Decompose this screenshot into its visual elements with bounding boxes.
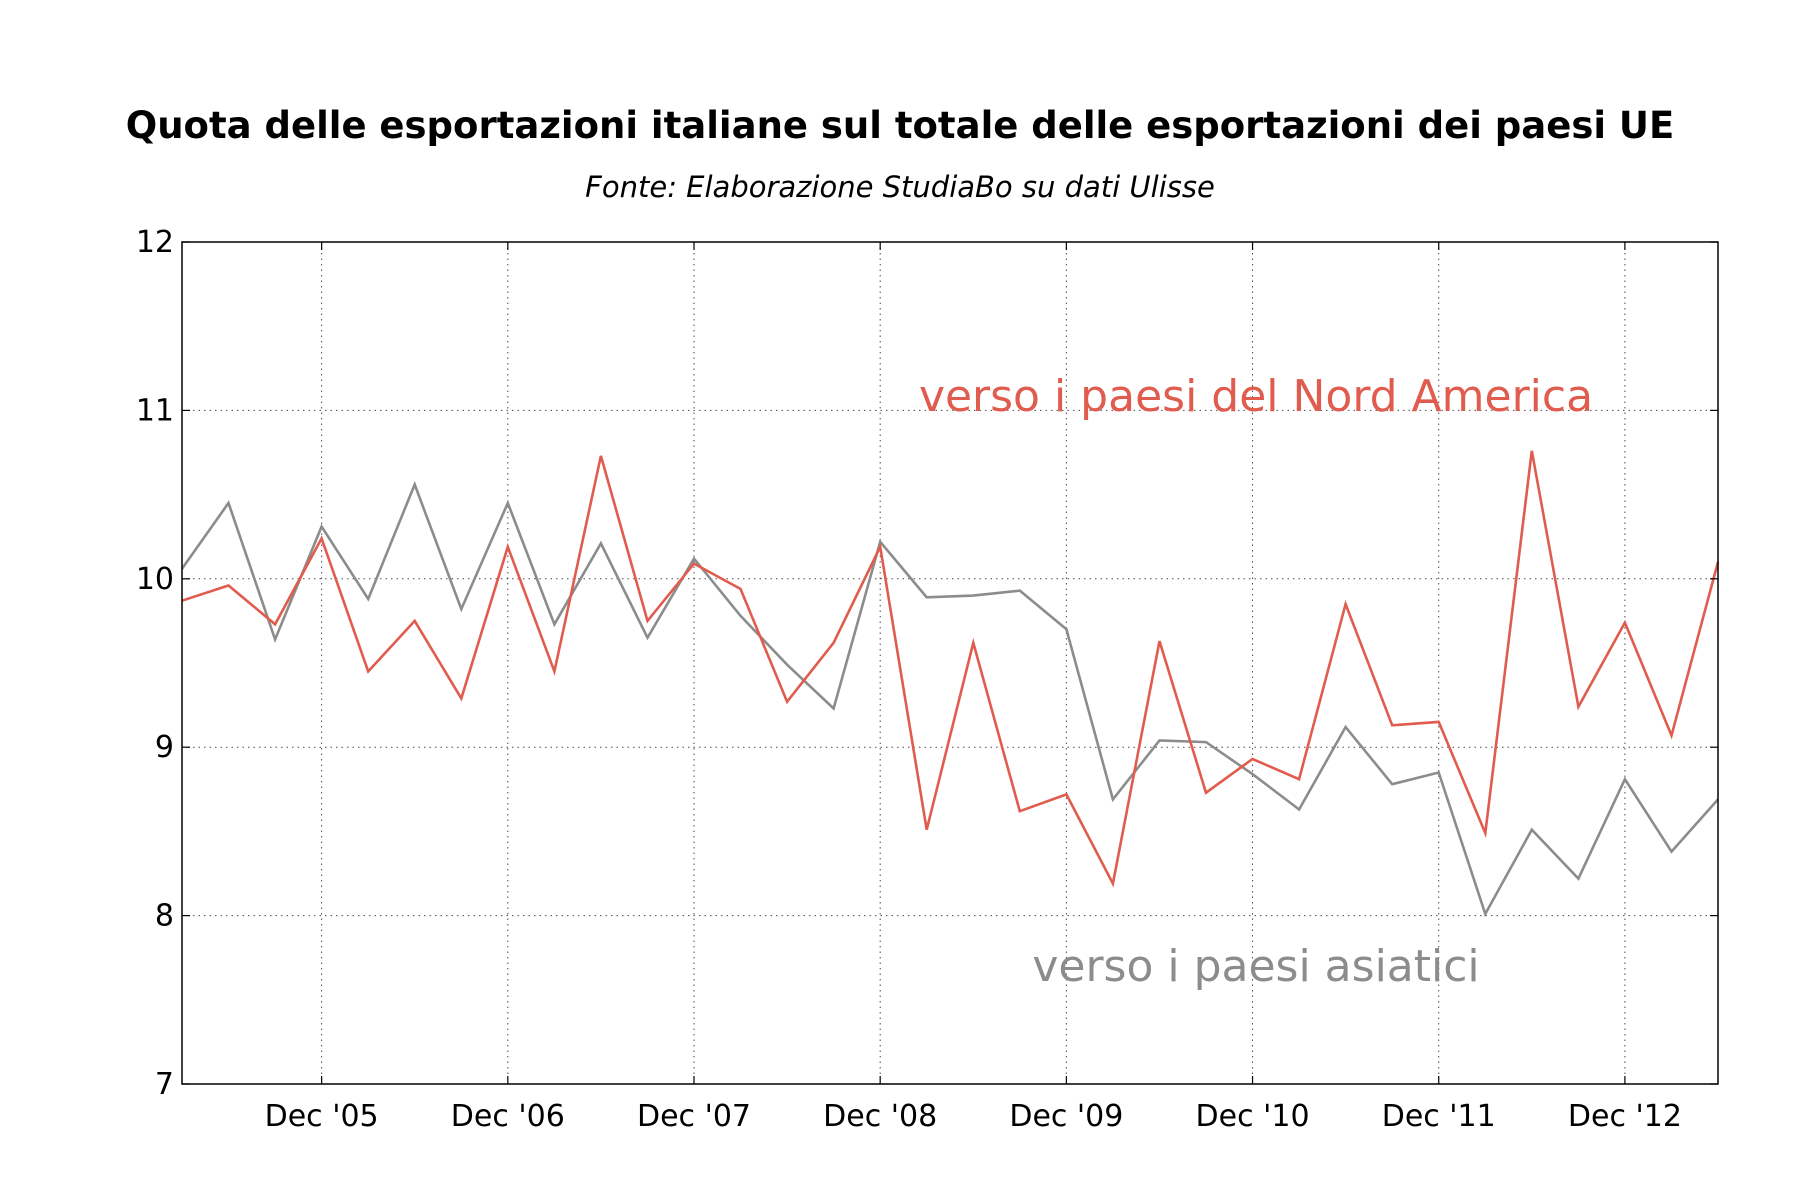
series-label-nord-america: verso i paesi del Nord America xyxy=(919,371,1593,422)
grid xyxy=(182,241,1718,1085)
x-tick-label: Dec '05 xyxy=(265,1099,379,1134)
x-tick-label: Dec '11 xyxy=(1382,1099,1496,1134)
series-lines xyxy=(180,450,1720,918)
chart-subtitle: Fonte: Elaborazione StudiaBo su dati Uli… xyxy=(585,170,1215,204)
plot-area-frame xyxy=(181,241,1719,1085)
y-tick-label: 9 xyxy=(155,730,174,765)
y-tick-label: 12 xyxy=(136,225,174,260)
x-tick-label: Dec '06 xyxy=(451,1099,565,1134)
x-tick-label: Dec '10 xyxy=(1196,1099,1310,1134)
x-tick-label: Dec '09 xyxy=(1009,1099,1123,1134)
axes: 7 8 9 10 11 12 Dec '05 Dec '06 Dec '07 Dec '08 Dec… xyxy=(136,225,1718,1134)
series-line-asia xyxy=(180,480,1719,918)
chart-title: Quota delle esportazioni italiane sul to… xyxy=(125,104,1675,147)
y-tick-label: 7 xyxy=(155,1067,174,1102)
series-line-nord-america xyxy=(181,450,1720,888)
series-annotations: verso i paesi del Nord America verso i pa… xyxy=(919,371,1593,992)
y-tick-label: 11 xyxy=(136,393,174,428)
y-tick-label: 10 xyxy=(136,562,174,597)
y-tick-label: 8 xyxy=(155,899,174,934)
series-label-asia: verso i paesi asiatici xyxy=(1032,941,1479,992)
x-tick-label: Dec '08 xyxy=(823,1099,937,1134)
x-tick-label: Dec '07 xyxy=(637,1099,751,1134)
x-tick-label: Dec '12 xyxy=(1568,1099,1682,1134)
